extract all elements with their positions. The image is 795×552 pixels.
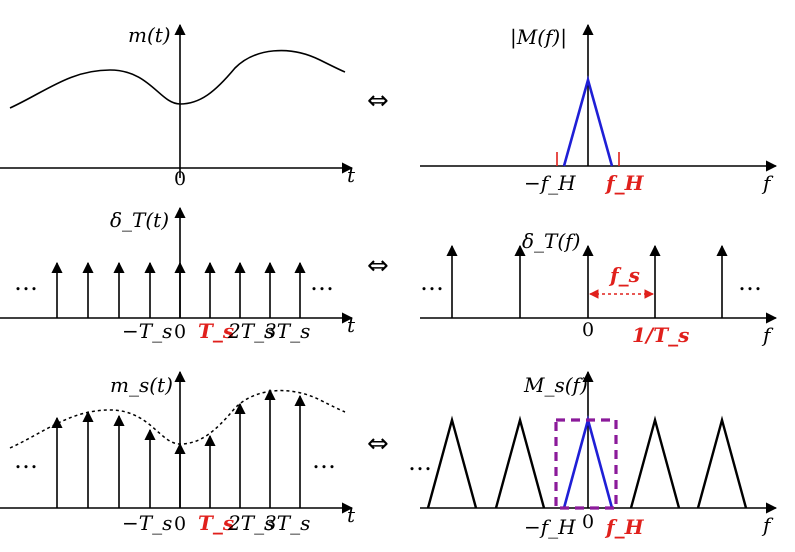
- row1-time-origin: 0: [174, 168, 186, 190]
- row2-freq-axis-label: f: [761, 323, 774, 347]
- row2-freq-panel: … … δ_T(f) f_s 0 1/T_s f: [420, 229, 778, 347]
- row3-freq-label: M_s(f): [523, 373, 588, 397]
- row3-tick-ts: T_s: [198, 511, 234, 535]
- row2-time-panel: … … δ_T(t) −T_s 0 T_s 2T_s 3T_s t: [0, 206, 356, 343]
- row3-time-ellipsis-left: …: [14, 446, 38, 474]
- row1-time-panel: m(t) 0 t: [0, 23, 356, 190]
- row3-tick-3ts: 3T_s: [264, 511, 310, 535]
- row1-freq-panel: |M(f)| −f_H f_H f: [420, 23, 778, 195]
- row3-tick-neg-ts: −T_s: [122, 511, 172, 535]
- row1-time-axis-label: t: [347, 163, 356, 187]
- row2-tick-2ts: 2T_s: [227, 319, 274, 343]
- row3-time-panel: … … m_s(t) −T_s 0 T_s 2T_s 3T_s t: [0, 370, 356, 535]
- row2-time-axis-label: t: [347, 313, 356, 337]
- fs-label: f_s: [608, 263, 640, 287]
- row3-freq-origin: 0: [582, 511, 594, 533]
- row2-freq-ellipsis-right: …: [738, 268, 762, 296]
- row3-tick-zero: 0: [174, 513, 186, 535]
- spectrum-replica: [494, 415, 546, 509]
- row2-tick-neg-ts: −T_s: [122, 319, 172, 343]
- row3-freq-panel: … M_s(f) −f_H 0 f_H f: [408, 370, 778, 539]
- one-over-ts-label: 1/T_s: [632, 323, 689, 347]
- impulse-train-freq: [446, 244, 728, 318]
- row3-freq-neg-label: −f_H: [524, 515, 576, 539]
- row2-freq-label: δ_T(f): [522, 229, 580, 253]
- row3-freq-pos-label: f_H: [604, 515, 645, 539]
- replicated-spectra: [426, 415, 748, 509]
- message-signal-curve: [9, 49, 346, 109]
- envelope-dotted-curve: [9, 389, 346, 449]
- row2-time-label: δ_T(t): [110, 208, 169, 232]
- row3-time-label: m_s(t): [110, 373, 173, 397]
- impulse-train-time: [51, 261, 306, 318]
- fourier-equivalence-2: ⇔: [367, 251, 389, 281]
- row2-freq-origin: 0: [582, 319, 594, 341]
- row2-tick-3ts: 3T_s: [264, 319, 310, 343]
- row3-freq-ellipsis-left: …: [408, 448, 432, 476]
- row1-time-label: m(t): [128, 23, 171, 47]
- row1-freq-pos-label: f_H: [604, 171, 645, 195]
- row2-tick-zero: 0: [174, 321, 186, 343]
- row1-freq-axis-label: f: [761, 171, 774, 195]
- row1-freq-label: |M(f)|: [510, 25, 567, 50]
- fourier-equivalence-3: ⇔: [367, 429, 389, 459]
- row2-tick-ts: T_s: [198, 319, 234, 343]
- sampled-impulses: [51, 388, 306, 508]
- lowpass-filter-box: [554, 418, 618, 510]
- row3-time-axis-label: t: [347, 503, 356, 527]
- row3-tick-2ts: 2T_s: [227, 511, 274, 535]
- row1-freq-neg-label: −f_H: [524, 171, 576, 195]
- row2-time-ellipsis-left: …: [14, 268, 38, 296]
- spectrum-replica: [426, 415, 478, 509]
- row3-freq-axis-label: f: [761, 513, 774, 537]
- fourier-equivalence-1: ⇔: [367, 86, 389, 116]
- row3-time-ellipsis-right: …: [312, 446, 336, 474]
- row2-time-ellipsis-right: …: [310, 268, 334, 296]
- baseband-spectrum-triangle: [562, 75, 614, 167]
- row2-freq-ellipsis-left: …: [420, 268, 444, 296]
- spectrum-replica: [696, 415, 748, 509]
- spectrum-replica: [629, 415, 681, 509]
